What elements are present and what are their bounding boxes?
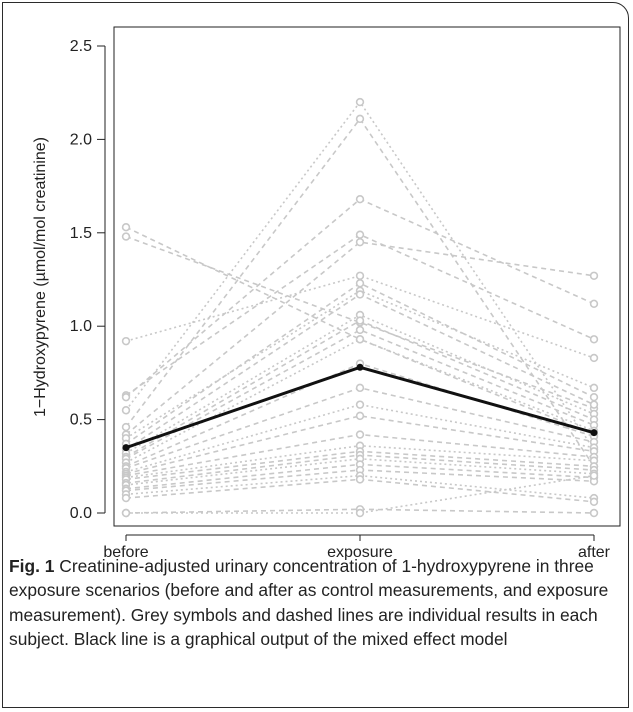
individual-line: [125, 117, 595, 467]
y-axis-title: 1−Hydroxypyrene (µmol/mol creatinine): [32, 137, 49, 417]
individual-line: [125, 474, 595, 499]
individual-point: [589, 400, 599, 409]
y-tick-label: 2.5: [70, 38, 92, 55]
y-tick-label: 1.5: [70, 225, 92, 242]
individual-point: [589, 353, 599, 363]
individual-line: [125, 415, 595, 475]
plot-area: [113, 26, 621, 527]
individual-point: [589, 471, 599, 480]
individual-point: [355, 508, 365, 518]
individual-point: [589, 299, 599, 308]
individual-series-group: [121, 97, 599, 518]
caption-text: Creatinine-adjusted urinary concentratio…: [9, 556, 609, 650]
individual-point: [355, 325, 365, 335]
individual-point: [355, 290, 365, 299]
x-tick-label: after: [578, 544, 611, 560]
individual-point: [121, 232, 131, 241]
individual-point: [355, 475, 365, 484]
individual-point: [589, 335, 599, 344]
individual-point: [355, 114, 365, 124]
individual-point: [355, 411, 365, 421]
individual-line: [125, 235, 595, 410]
individual-point: [121, 336, 131, 346]
individual-point: [355, 237, 365, 247]
y-tick-label: 2.0: [70, 131, 92, 148]
individual-line: [125, 403, 595, 473]
x-tick-label: before: [103, 544, 148, 560]
individual-point: [589, 383, 599, 393]
individual-line: [125, 329, 595, 460]
model-point: [122, 444, 130, 452]
individual-point: [355, 194, 365, 204]
line-chart: 0.0 0.5 1.0 1.5 2.0 2.5 before exposure after 1…: [32, 26, 621, 560]
model-series-group: [122, 363, 598, 452]
individual-point: [355, 271, 365, 280]
individual-point: [355, 430, 365, 439]
individual-line: [125, 274, 595, 359]
individual-point: [355, 316, 365, 325]
individual-point: [589, 497, 599, 506]
individual-point: [121, 493, 131, 503]
individual-point: [355, 97, 365, 107]
individual-line: [126, 474, 595, 514]
individual-point: [121, 422, 131, 432]
x-tick-label: exposure: [327, 544, 393, 560]
individual-point: [589, 271, 599, 280]
y-tick-label: 0.5: [70, 412, 92, 429]
individual-point: [355, 400, 365, 409]
y-tick-label: 1.0: [70, 318, 92, 335]
x-axis: before exposure after: [103, 534, 611, 560]
caption-label: Fig. 1: [9, 556, 55, 576]
individual-point: [355, 335, 365, 344]
individual-point: [121, 222, 131, 232]
model-point: [590, 429, 598, 437]
model-point: [356, 363, 364, 371]
individual-point: [589, 508, 599, 518]
individual-point: [355, 230, 365, 239]
individual-line: [125, 241, 595, 436]
y-axis: 0.0 0.5 1.0 1.5 2.0 2.5: [70, 38, 106, 522]
individual-point: [355, 279, 365, 288]
individual-point: [121, 392, 131, 402]
y-tick-label: 0.0: [70, 505, 92, 522]
individual-point: [121, 406, 131, 415]
figure-caption: Fig. 1 Creatinine-adjusted urinary conce…: [9, 554, 621, 652]
individual-point: [589, 392, 599, 402]
individual-point: [355, 383, 365, 393]
individual-point: [121, 508, 131, 518]
individual-line: [125, 226, 595, 436]
